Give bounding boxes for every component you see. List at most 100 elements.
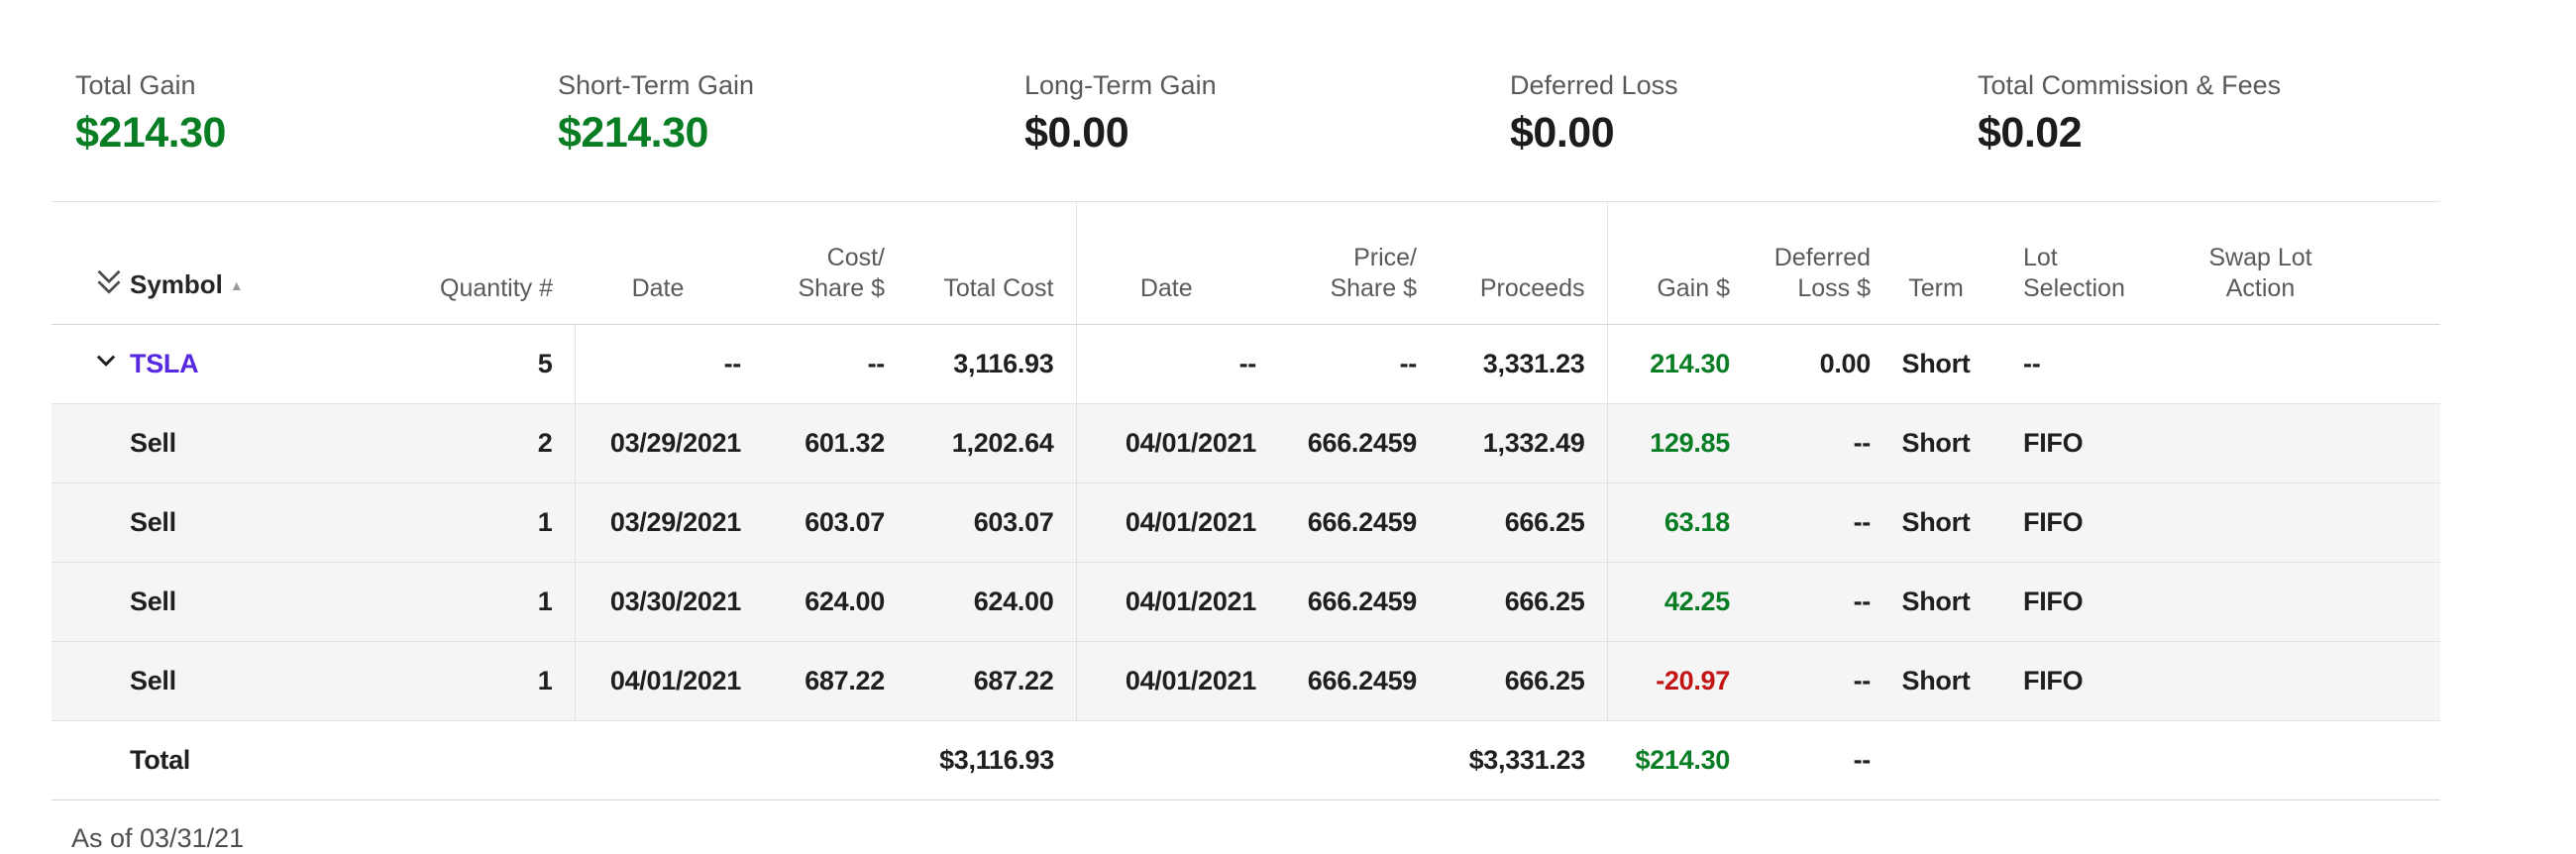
column-header-swap-lot-action: Swap Lot Action	[2140, 201, 2440, 325]
cell-cost-per-share: --	[763, 324, 907, 404]
cell-acquired-date: 04/01/2021	[575, 641, 763, 721]
column-header-quantity: Quantity #	[347, 201, 575, 325]
cell-sale-date	[1076, 720, 1278, 801]
summary-deferred-loss: Deferred Loss $0.00	[1510, 69, 1678, 157]
cell-quantity	[347, 720, 575, 801]
as-of-date-note: As of 03/31/21	[71, 823, 245, 853]
column-header-term: Term	[1892, 201, 2001, 325]
cell-quantity: 1	[347, 641, 576, 721]
cell-proceeds: 666.25	[1439, 482, 1608, 563]
cell-proceeds: 1,332.49	[1439, 403, 1608, 483]
cell-quantity: 5	[347, 324, 576, 404]
expand-cell	[52, 720, 130, 801]
cell-sale-date: 04/01/2021	[1076, 482, 1278, 563]
cell-symbol: Total	[130, 720, 347, 801]
cell-total-cost: 3,116.93	[907, 324, 1077, 404]
cell-sale-date: 04/01/2021	[1076, 403, 1278, 483]
cell-total-cost: 603.07	[907, 482, 1077, 563]
cell-cost-per-share: 624.00	[763, 562, 907, 642]
cell-term: Short	[1892, 403, 2001, 483]
cell-gain: -20.97	[1607, 641, 1752, 721]
cell-gain: 63.18	[1607, 482, 1752, 563]
expand-cell	[52, 562, 130, 642]
lot-row: Sell 2 03/29/2021 601.32 1,202.64 04/01/2021 6…	[52, 403, 2440, 483]
cell-sale-date: --	[1076, 324, 1278, 404]
column-header-total-cost: Total Cost	[907, 201, 1077, 325]
summary-value: $214.30	[75, 109, 226, 157]
cell-price-per-share	[1278, 720, 1439, 801]
column-header-deferred-loss: Deferred Loss $	[1752, 201, 1892, 325]
cell-acquired-date	[575, 720, 763, 801]
cell-quantity: 1	[347, 562, 576, 642]
cell-swap-lot-action	[2140, 562, 2440, 642]
cell-quantity: 1	[347, 482, 576, 563]
cell-acquired-date: 03/29/2021	[575, 403, 763, 483]
column-header-proceeds: Proceeds	[1439, 201, 1608, 325]
cell-quantity: 2	[347, 403, 576, 483]
summary-label: Long-Term Gain	[1024, 70, 1217, 100]
cell-gain: $214.30	[1607, 720, 1752, 801]
cell-swap-lot-action	[2140, 720, 2440, 801]
summary-label: Total Commission & Fees	[1978, 70, 2282, 100]
cell-symbol: Sell	[130, 403, 347, 483]
column-header-sale-date: Date	[1076, 201, 1278, 325]
summary-value: $0.00	[1510, 109, 1615, 157]
cell-deferred-loss: --	[1752, 641, 1892, 721]
summary-total-gain: Total Gain $214.30	[75, 69, 226, 157]
table-header-row: Symbol ▲ Quantity # Date Cost/ Share $ To…	[52, 201, 2440, 325]
header-expand-all	[52, 201, 130, 325]
cell-proceeds: 3,331.23	[1439, 324, 1608, 404]
cell-lot-selection: FIFO	[2001, 562, 2140, 642]
cell-lot-selection: FIFO	[2001, 641, 2140, 721]
expand-cell	[52, 403, 130, 483]
cell-total-cost: $3,116.93	[907, 720, 1076, 801]
cell-term: Short	[1892, 482, 2001, 563]
cell-deferred-loss: --	[1752, 482, 1892, 563]
summary-value: $0.00	[1024, 109, 1129, 157]
cell-gain: 42.25	[1607, 562, 1752, 642]
cell-deferred-loss: --	[1752, 562, 1892, 642]
cell-term: Short	[1892, 324, 2001, 404]
expand-cell	[52, 324, 130, 404]
cell-swap-lot-action	[2140, 641, 2440, 721]
column-header-label: Symbol	[130, 269, 223, 299]
cell-symbol: Sell	[130, 562, 347, 642]
chevron-down-icon[interactable]	[91, 346, 121, 375]
cell-sale-date: 04/01/2021	[1076, 562, 1278, 642]
gain-summary-strip: Total Gain $214.30 Short-Term Gain $214.…	[0, 69, 2576, 178]
cell-gain: 214.30	[1607, 324, 1752, 404]
summary-label: Total Gain	[75, 70, 196, 100]
summary-label: Deferred Loss	[1510, 70, 1678, 100]
column-header-lot-selection: Lot Selection	[2001, 201, 2140, 325]
summary-short-term-gain: Short-Term Gain $214.30	[558, 69, 754, 157]
cell-lot-selection: --	[2001, 324, 2140, 404]
column-header-gain: Gain $	[1607, 201, 1752, 325]
total-row: Total $3,116.93 $3,331.23 $214.30 --	[52, 720, 2440, 801]
column-header-price-per-share: Price/ Share $	[1278, 201, 1439, 325]
cell-cost-per-share: 687.22	[763, 641, 907, 721]
sort-asc-icon: ▲	[229, 277, 244, 293]
lot-row: Sell 1 03/29/2021 603.07 603.07 04/01/2021 666…	[52, 482, 2440, 563]
cell-symbol: Sell	[130, 641, 347, 721]
expand-all-icon[interactable]	[91, 265, 127, 300]
cell-proceeds: $3,331.23	[1439, 720, 1607, 801]
cell-term: Short	[1892, 641, 2001, 721]
symbol-link-tsla[interactable]: TSLA	[130, 349, 199, 378]
column-header-symbol[interactable]: Symbol ▲	[130, 201, 347, 325]
cell-acquired-date: 03/30/2021	[575, 562, 763, 642]
cell-total-cost: 687.22	[907, 641, 1077, 721]
cell-cost-per-share	[763, 720, 907, 801]
summary-value: $214.30	[558, 109, 708, 157]
cell-price-per-share: --	[1278, 324, 1439, 404]
cell-deferred-loss: --	[1752, 403, 1892, 483]
cell-price-per-share: 666.2459	[1278, 482, 1439, 563]
cell-lot-selection: FIFO	[2001, 482, 2140, 563]
lot-row: Sell 1 04/01/2021 687.22 687.22 04/01/2021 666…	[52, 641, 2440, 721]
realized-gain-loss-table: Symbol ▲ Quantity # Date Cost/ Share $ To…	[52, 201, 2440, 801]
lot-row: Sell 1 03/30/2021 624.00 624.00 04/01/2021 666…	[52, 562, 2440, 642]
cell-price-per-share: 666.2459	[1278, 562, 1439, 642]
cell-proceeds: 666.25	[1439, 562, 1608, 642]
cell-swap-lot-action	[2140, 482, 2440, 563]
cell-sale-date: 04/01/2021	[1076, 641, 1278, 721]
